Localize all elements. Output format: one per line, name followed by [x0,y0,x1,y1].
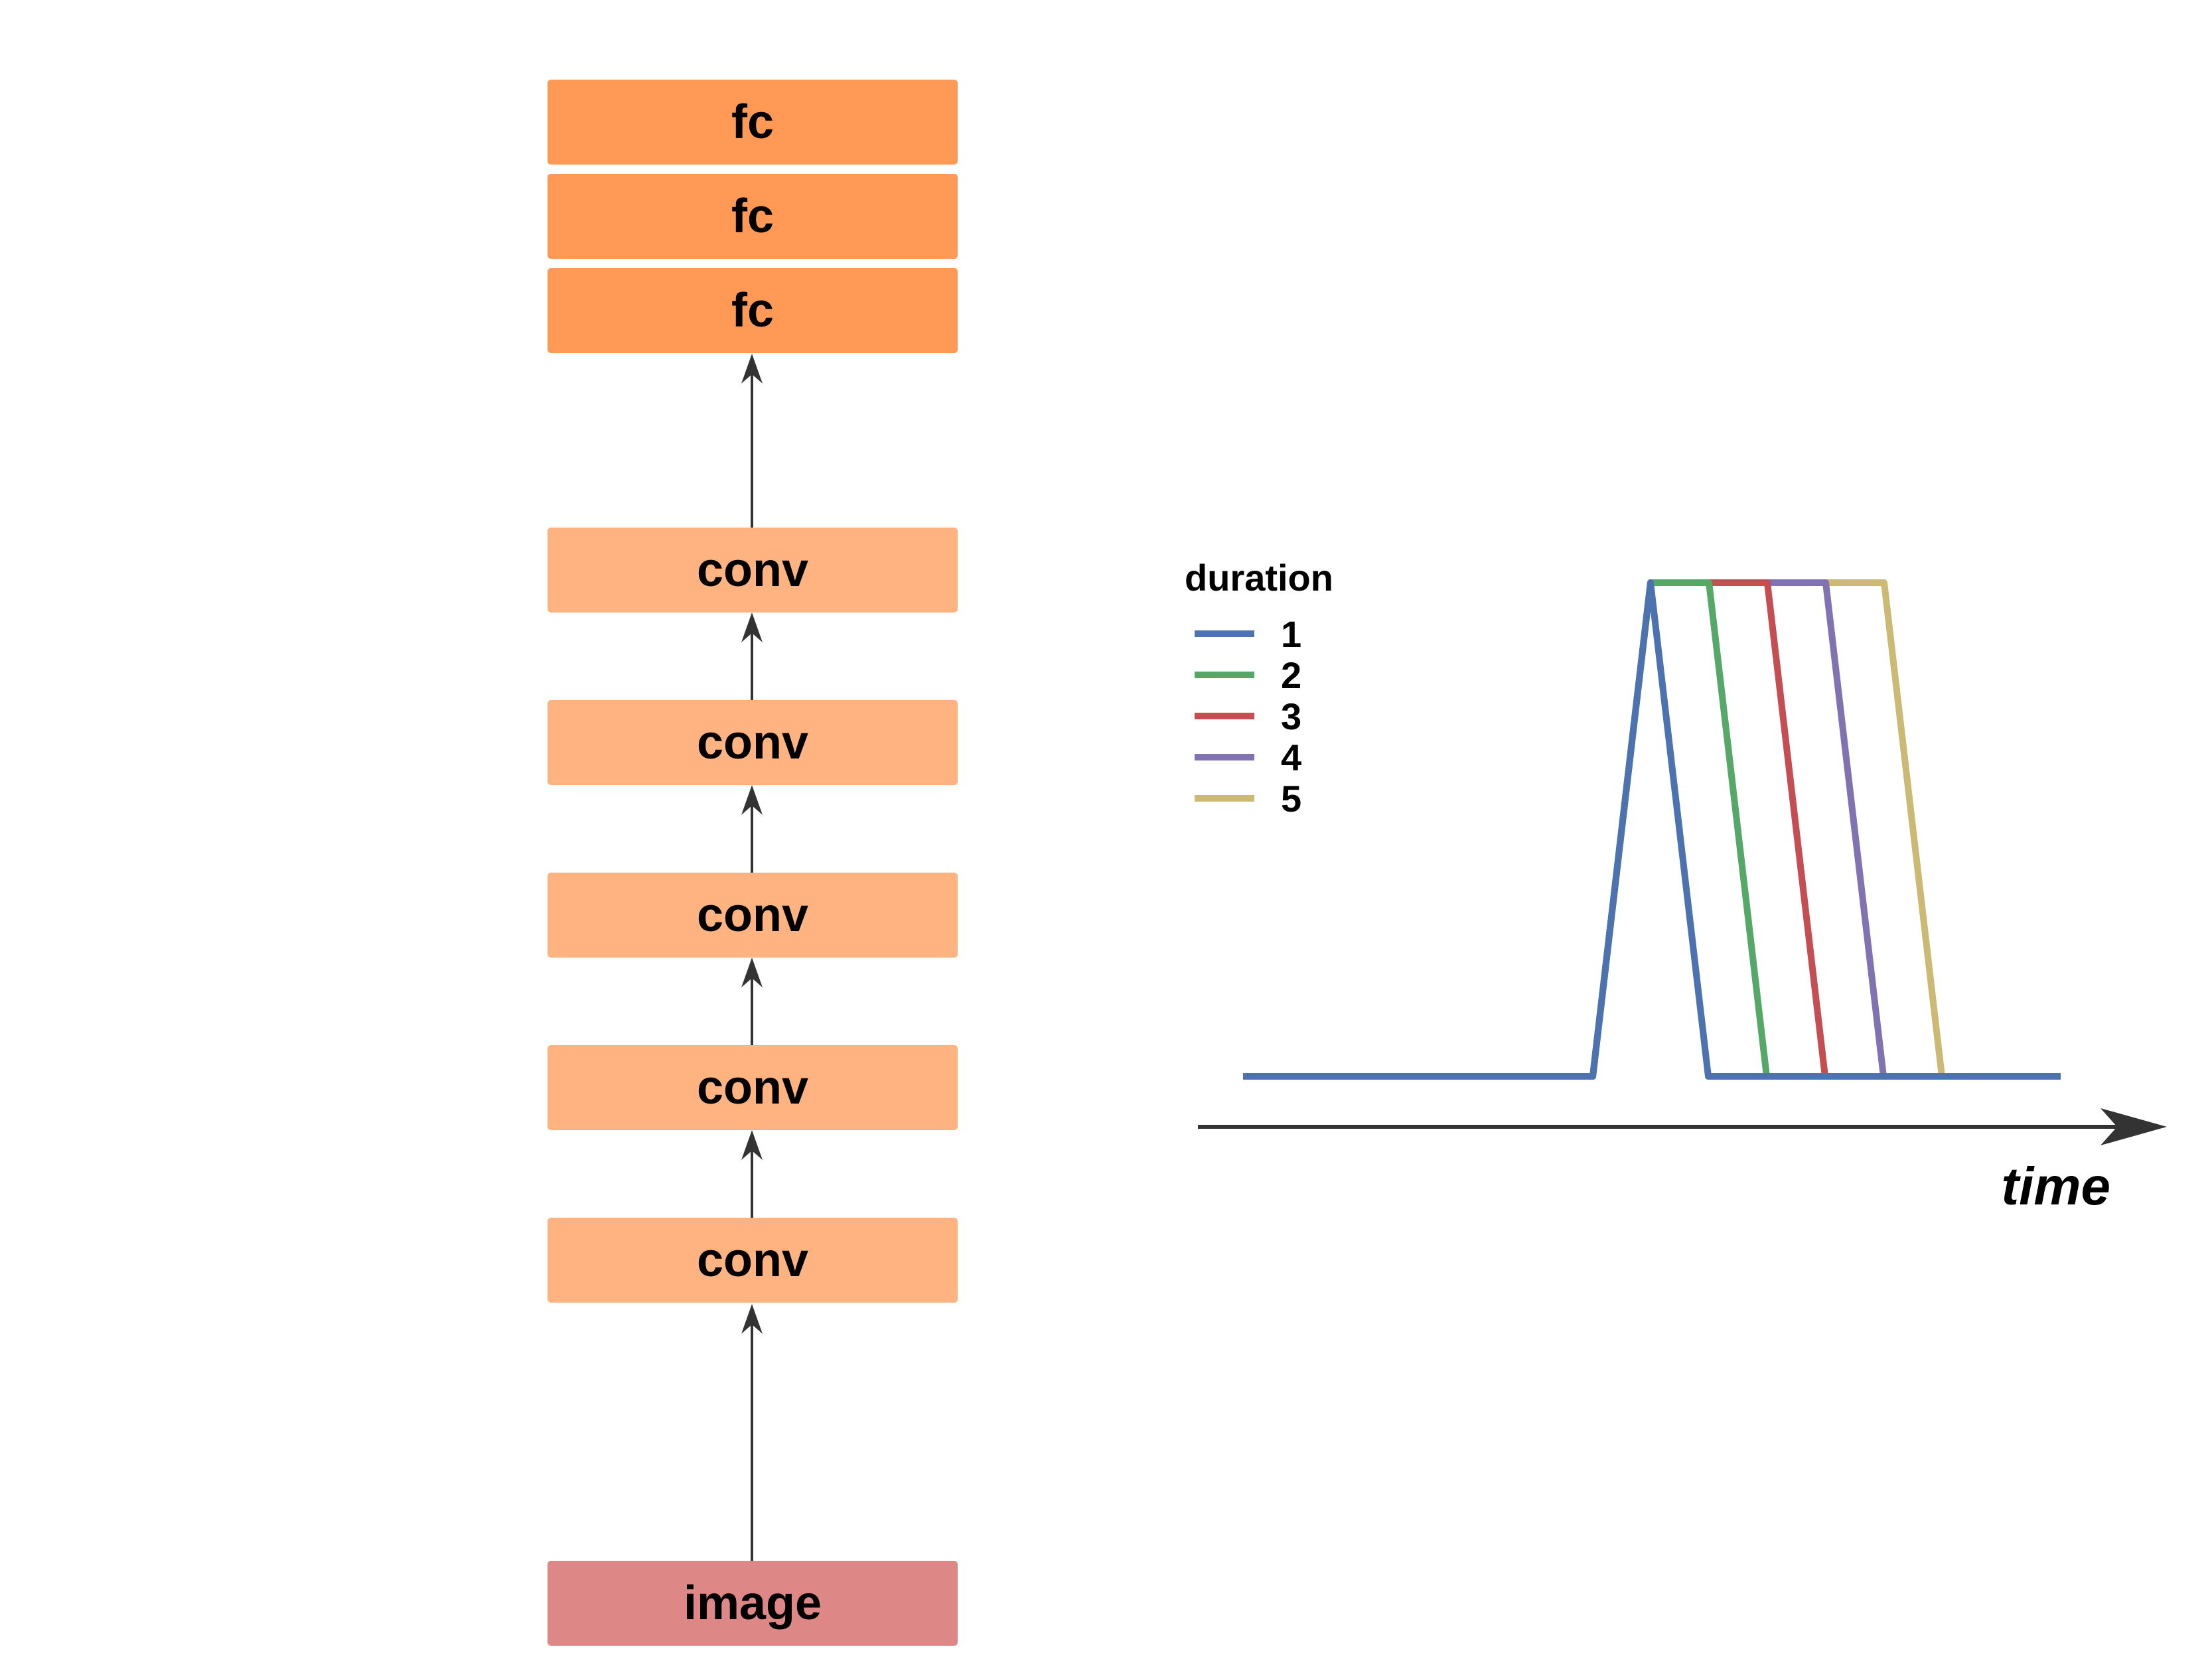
arrow-conv3-to-conv4 [741,785,763,873]
image-block: image [548,1561,958,1646]
legend-label-1: 1 [1281,613,1301,655]
fc-block-2: fc [548,174,958,259]
fc-block-3: fc [548,80,958,165]
pulse-traces [1243,579,2061,1080]
legend-title: duration [1185,557,1333,599]
arrow-conv4-to-conv5 [741,613,763,700]
conv-block-1: conv [548,1218,958,1303]
arrow-conv2-to-conv3 [741,958,763,1045]
conv-block-4: conv [548,700,958,785]
pulse-duration-4 [1243,579,2061,1080]
pulse-duration-3 [1243,579,2061,1080]
fc-block-1: fc [548,268,958,353]
legend-label-5: 5 [1281,778,1301,820]
conv-block-5: conv [548,528,958,613]
pulse-duration-1 [1243,579,2061,1080]
time-axis [1198,1108,2167,1145]
arrow-conv-to-fc [741,354,763,528]
time-axis-label: time [2002,1157,2111,1216]
conv-block-3: conv [548,873,958,958]
legend-label-2: 2 [1281,654,1301,696]
pulse-duration-5 [1243,579,2061,1080]
conv-block-2: conv [548,1045,958,1130]
pulse-duration-2 [1243,579,2061,1080]
arrow-conv1-to-conv2 [741,1130,763,1218]
legend-label-3: 3 [1281,695,1301,737]
arrow-image-to-conv [741,1304,763,1561]
legend-label-4: 4 [1281,737,1301,778]
